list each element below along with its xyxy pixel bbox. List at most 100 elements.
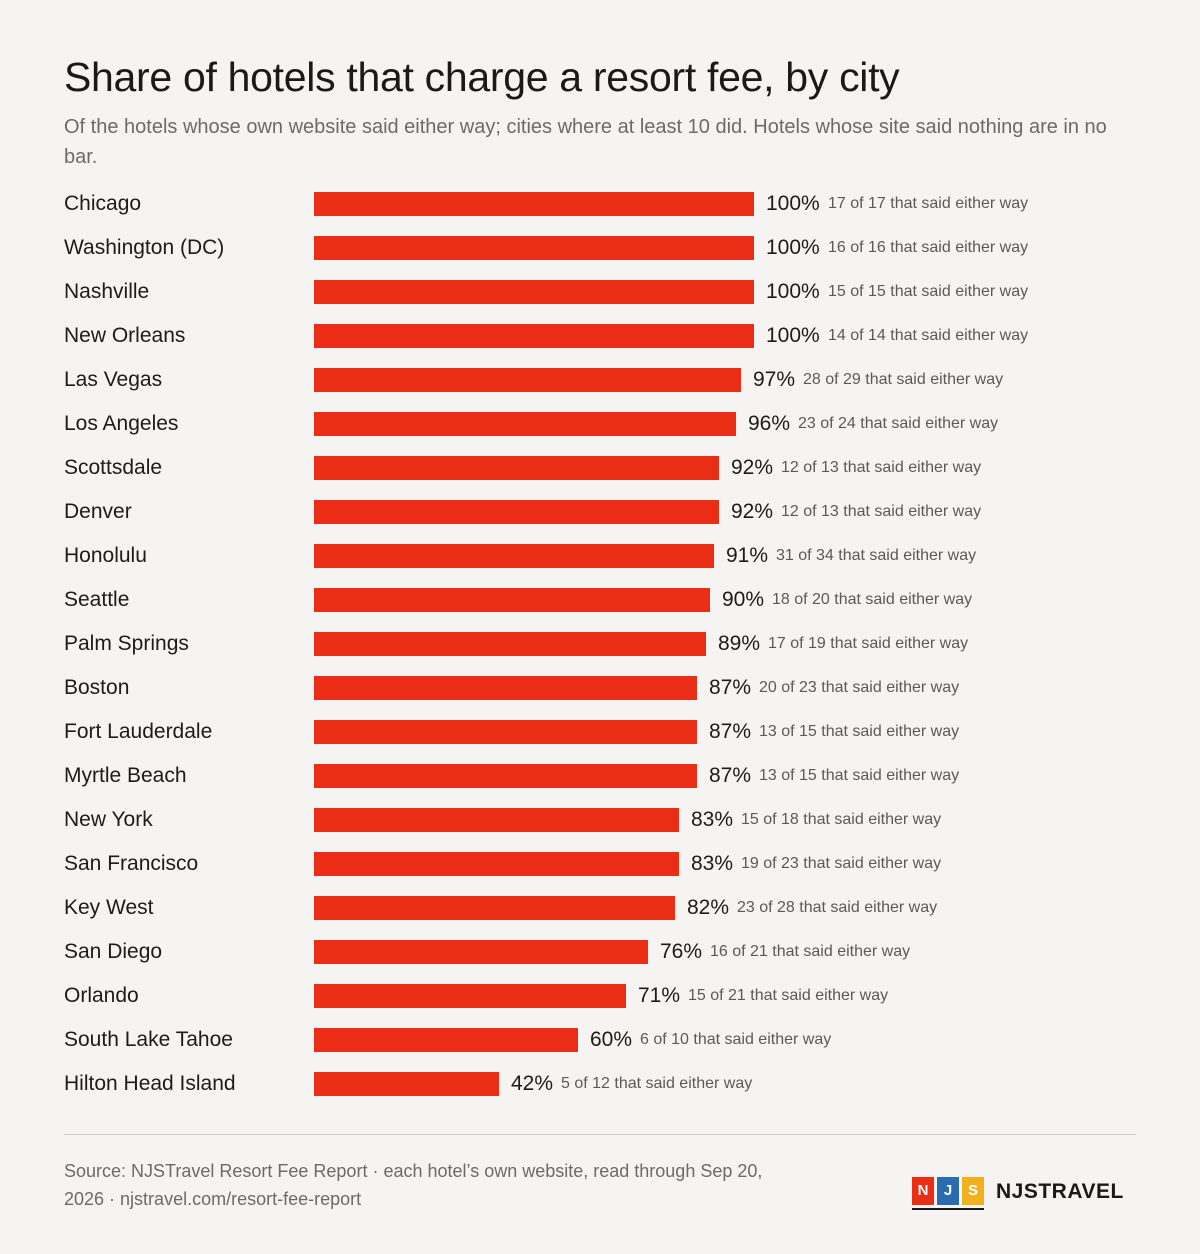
bar: [314, 940, 648, 964]
value-label: 92%: [731, 456, 774, 479]
chart-title: Share of hotels that charge a resort fee…: [64, 54, 900, 100]
category-label: Nashville: [64, 280, 150, 303]
bar-row: Orlando 71% 15 of 21 that said either way: [0, 974, 1200, 1018]
count-note: 23 of 24 that said either way: [798, 415, 999, 432]
value-label: 82%: [687, 896, 730, 919]
value-label: 96%: [748, 412, 791, 435]
count-note: 15 of 15 that said either way: [828, 283, 1029, 300]
count-note: 31 of 34 that said either way: [776, 547, 977, 564]
footer-divider: [64, 1134, 1136, 1135]
bar-row: Myrtle Beach 87% 13 of 15 that said either…: [0, 754, 1200, 798]
bar-chart: Chicago 100% 17 of 17 that said either way…: [0, 182, 1200, 1106]
count-note: 16 of 16 that said either way: [828, 239, 1029, 256]
count-note: 14 of 14 that said either way: [828, 327, 1029, 344]
bar-row: Palm Springs 89% 17 of 19 that said either…: [0, 622, 1200, 666]
count-note: 13 of 15 that said either way: [759, 723, 960, 740]
value-label: 100%: [766, 280, 820, 303]
count-note: 20 of 23 that said either way: [759, 679, 960, 696]
bar-row: San Francisco 83% 19 of 23 that said eithe…: [0, 842, 1200, 886]
category-label: Myrtle Beach: [64, 764, 187, 787]
source-url[interactable]: njstravel.com/resort-fee-report: [120, 1189, 362, 1209]
category-label: Fort Lauderdale: [64, 720, 213, 743]
chart-subtitle: Of the hotels whose own website said eit…: [64, 116, 1107, 168]
count-note: 15 of 21 that said either way: [688, 987, 889, 1004]
bar-row: Scottsdale 92% 12 of 13 that said either w…: [0, 446, 1200, 490]
bar: [314, 500, 719, 524]
bar: [314, 368, 741, 392]
bar: [314, 544, 714, 568]
bar: [314, 280, 754, 304]
category-label: Chicago: [64, 192, 142, 215]
bar-row: New Orleans 100% 14 of 14 that said either…: [0, 314, 1200, 358]
source-separator: ·: [109, 1189, 116, 1209]
source-note: Source: NJSTravel Resort Fee Report · each…: [64, 1157, 864, 1213]
bar: [314, 984, 626, 1008]
bar: [314, 720, 697, 744]
bar: [314, 808, 679, 832]
category-label: New York: [64, 808, 153, 831]
count-note: 12 of 13 that said either way: [781, 503, 982, 520]
bar: [314, 324, 754, 348]
bar-row: Boston 87% 20 of 23 that said either way: [0, 666, 1200, 710]
bar-row: Hilton Head Island 42% 5 of 12 that said e…: [0, 1062, 1200, 1106]
bar: [314, 588, 710, 612]
value-label: 100%: [766, 236, 820, 259]
bar: [314, 456, 719, 480]
count-note: 23 of 28 that said either way: [737, 899, 938, 916]
bar-row: New York 83% 15 of 18 that said either way: [0, 798, 1200, 842]
value-label: 97%: [753, 368, 796, 391]
source-text: Source: NJSTravel Resort Fee Report: [64, 1161, 368, 1181]
count-note: 13 of 15 that said either way: [759, 767, 960, 784]
category-label: Key West: [64, 896, 154, 919]
category-label: Boston: [64, 676, 130, 699]
bar-row: Las Vegas 97% 28 of 29 that said either wa…: [0, 358, 1200, 402]
value-label: 76%: [660, 940, 703, 963]
bar-row: Washington (DC) 100% 16 of 16 that said ei…: [0, 226, 1200, 270]
category-label: Washington (DC): [64, 236, 225, 259]
value-label: 87%: [709, 720, 752, 743]
logo-letter-j: J: [937, 1177, 959, 1205]
bar: [314, 1072, 499, 1096]
value-label: 71%: [638, 984, 681, 1007]
value-label: 83%: [691, 852, 734, 875]
category-label: Hilton Head Island: [64, 1072, 236, 1095]
value-label: 90%: [722, 588, 765, 611]
source-detail: each hotel’s own website, read through S…: [64, 1161, 763, 1209]
value-label: 89%: [718, 632, 761, 655]
count-note: 17 of 19 that said either way: [768, 635, 969, 652]
brand-name: NJSTRAVEL: [996, 1180, 1124, 1203]
category-label: Seattle: [64, 588, 130, 611]
bar-row: Los Angeles 96% 23 of 24 that said either …: [0, 402, 1200, 446]
category-label: Orlando: [64, 984, 139, 1007]
category-label: South Lake Tahoe: [64, 1028, 233, 1051]
bar: [314, 632, 706, 656]
bar: [314, 764, 697, 788]
category-label: Palm Springs: [64, 632, 189, 655]
category-label: Honolulu: [64, 544, 147, 567]
bar: [314, 896, 675, 920]
category-label: Las Vegas: [64, 368, 163, 391]
bar-row: Key West 82% 23 of 28 that said either way: [0, 886, 1200, 930]
count-note: 15 of 18 that said either way: [741, 811, 942, 828]
bar-row: Chicago 100% 17 of 17 that said either way: [0, 182, 1200, 226]
value-label: 92%: [731, 500, 774, 523]
value-label: 91%: [726, 544, 769, 567]
count-note: 18 of 20 that said either way: [772, 591, 973, 608]
bar-row: Seattle 90% 18 of 20 that said either way: [0, 578, 1200, 622]
value-label: 60%: [590, 1028, 633, 1051]
category-label: Scottsdale: [64, 456, 163, 479]
category-label: New Orleans: [64, 324, 186, 347]
count-note: 5 of 12 that said either way: [561, 1075, 753, 1092]
bar: [314, 1028, 578, 1052]
source-separator: ·: [372, 1161, 379, 1181]
value-label: 87%: [709, 676, 752, 699]
logo-underline: [912, 1208, 984, 1210]
count-note: 17 of 17 that said either way: [828, 195, 1029, 212]
value-label: 87%: [709, 764, 752, 787]
value-label: 83%: [691, 808, 734, 831]
bar: [314, 192, 754, 216]
category-label: San Diego: [64, 940, 163, 963]
category-label: Denver: [64, 500, 132, 523]
category-label: San Francisco: [64, 852, 199, 875]
count-note: 6 of 10 that said either way: [640, 1031, 832, 1048]
